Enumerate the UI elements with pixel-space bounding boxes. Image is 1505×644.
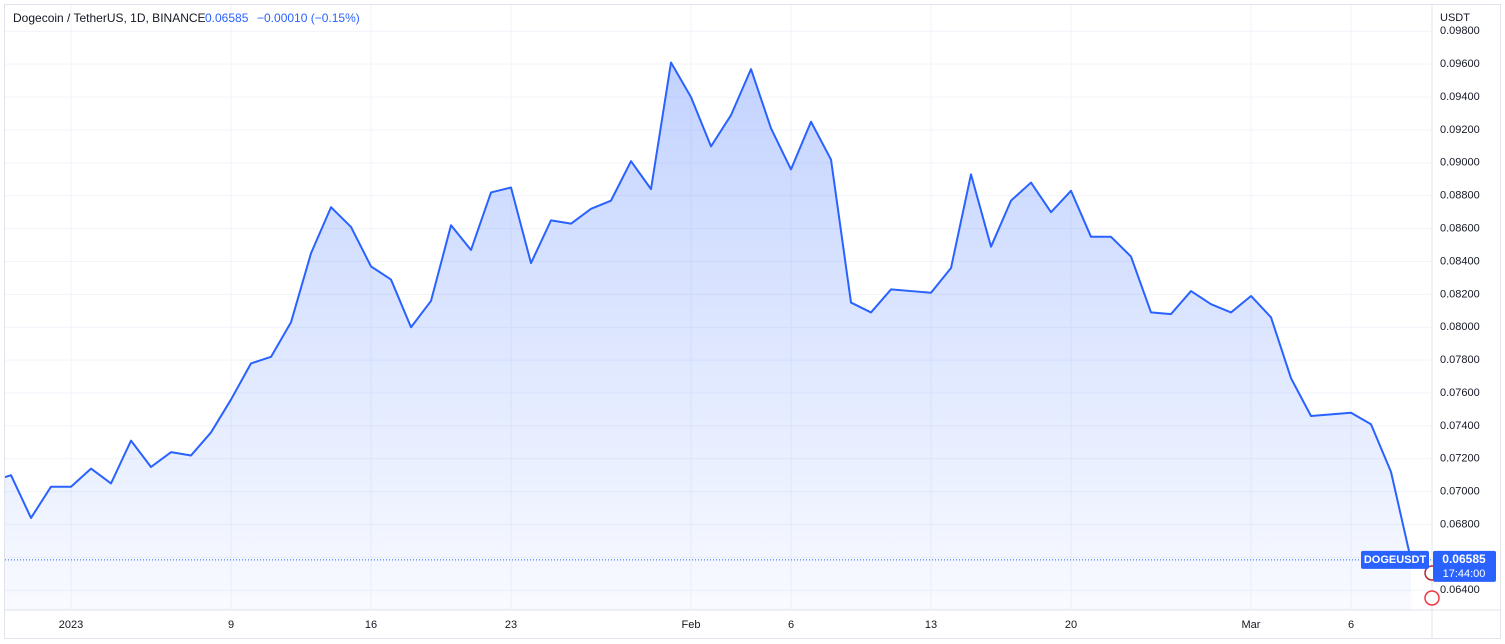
symbol-tag xyxy=(1361,550,1429,569)
y-tick-label: 0.06800 xyxy=(1440,518,1480,530)
y-tick-label: 0.09400 xyxy=(1440,91,1480,103)
y-tick-label: 0.07600 xyxy=(1440,387,1480,399)
y-tick-label: 0.06400 xyxy=(1440,584,1480,596)
y-tick-label: 0.08000 xyxy=(1440,321,1480,333)
x-tick-label: 16 xyxy=(365,619,377,631)
y-tick-label: 0.08600 xyxy=(1440,222,1480,234)
area-fill xyxy=(5,62,1411,610)
icon[interactable] xyxy=(1424,590,1440,606)
countdown: 17:44:00 xyxy=(1443,568,1486,580)
y-tick-label: 0.09200 xyxy=(1440,124,1480,136)
x-tick-label: 9 xyxy=(228,619,234,631)
y-tick-label: 0.08400 xyxy=(1440,255,1480,267)
plot xyxy=(5,61,1412,610)
x-tick-label: 13 xyxy=(925,619,937,631)
x-tick-label: 6 xyxy=(788,619,794,631)
y-tick-label: 0.09800 xyxy=(1440,25,1480,37)
y-tick-label: 0.07200 xyxy=(1440,453,1480,465)
x-tick-label: 6 xyxy=(1348,619,1354,631)
x-tick-label: Mar xyxy=(1242,619,1261,631)
y-tick-label: 0.07800 xyxy=(1440,354,1480,366)
price-tag xyxy=(1433,550,1496,582)
x-tick-label: 23 xyxy=(505,619,517,631)
y-tick-label: 0.09000 xyxy=(1440,157,1480,169)
y-tick-label: 0.08200 xyxy=(1440,288,1480,300)
x-tick-label: Feb xyxy=(682,619,701,631)
price-text: 0.06585 xyxy=(205,11,249,25)
x-tick-label: 20 xyxy=(1065,619,1077,631)
y-axis-label: USDT xyxy=(1440,12,1470,24)
y-tick-label: 0.07000 xyxy=(1440,486,1480,498)
y-tick-label: 0.08800 xyxy=(1440,190,1480,202)
y-tick-label: 0.09600 xyxy=(1440,58,1480,70)
change-text: −0.00010 (−0.15%) xyxy=(257,11,360,25)
symbol-tag-text: DOGEUSDT xyxy=(1364,554,1427,566)
symbol-title: Dogecoin / TetherUS, 1D, BINANCE xyxy=(13,11,206,25)
price-line xyxy=(5,61,1412,561)
price-tag-value: 0.06585 xyxy=(1442,552,1486,566)
x-tick-label: 2023 xyxy=(59,619,83,631)
y-tick-label: 0.07400 xyxy=(1440,420,1480,432)
